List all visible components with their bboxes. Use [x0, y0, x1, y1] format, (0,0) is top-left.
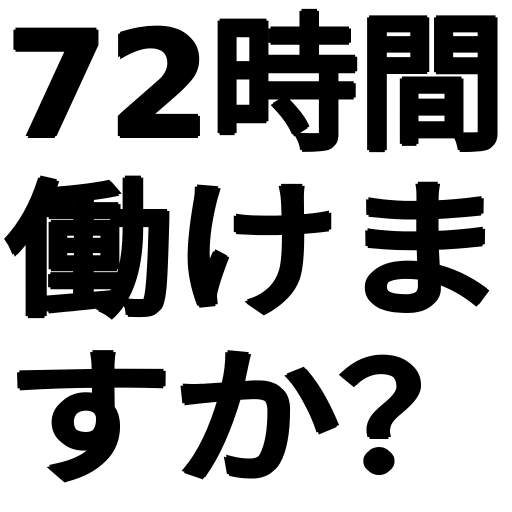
headline-line-1: 72時間 — [0, 4, 512, 168]
headline-line-3: すか？ — [0, 338, 512, 502]
headline-line-1-text: 72時間 — [6, 1, 506, 171]
headline-line-2-text: 働けま — [5, 167, 506, 337]
headline-line-3-text: すか？ — [5, 335, 506, 505]
headline-line-2: 働けま — [0, 170, 512, 334]
